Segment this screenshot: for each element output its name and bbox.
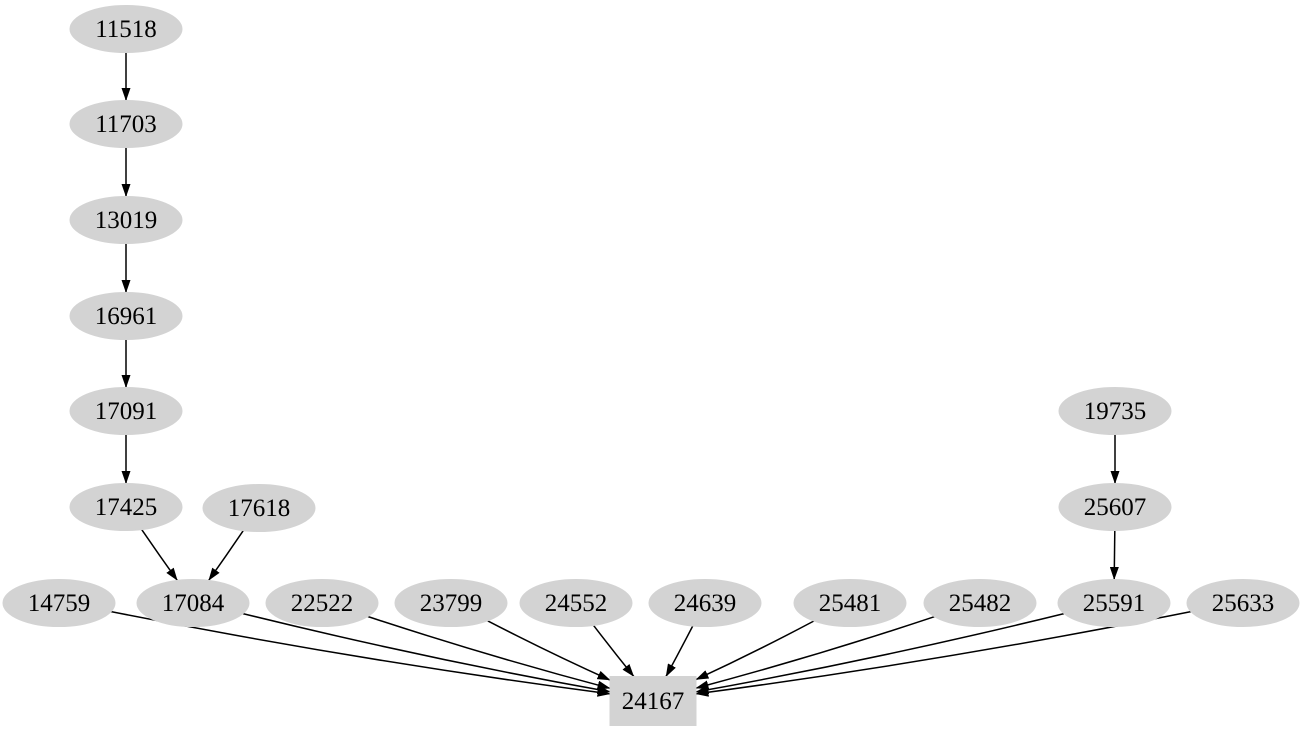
ellipse-node-shape <box>1186 579 1300 627</box>
node-label: 17091 <box>95 398 158 425</box>
node-label: 25633 <box>1212 590 1275 617</box>
node-label: 24639 <box>674 590 737 617</box>
ellipse-node-shape <box>69 387 183 435</box>
graph-edge-25591-24167 <box>695 612 1065 695</box>
ellipse-node-shape <box>793 579 907 627</box>
ellipse-node-shape <box>519 579 633 627</box>
graph-edge-23799-24167 <box>487 620 611 681</box>
graph-node-24552: 24552 <box>519 579 633 627</box>
graph-node-25633: 25633 <box>1186 579 1300 627</box>
graph-node-22522: 22522 <box>265 579 379 627</box>
node-label: 17618 <box>228 495 291 522</box>
graph-node-14759: 14759 <box>2 579 116 627</box>
ellipse-node-shape <box>69 196 183 244</box>
ellipse-node-shape <box>923 579 1037 627</box>
node-label: 13019 <box>95 207 158 234</box>
graph-node-25481: 25481 <box>793 579 907 627</box>
graph-edge-17618-17084 <box>208 530 244 581</box>
graph-node-25607: 25607 <box>1058 483 1172 531</box>
nodes-layer: 11518 11703 13019 16961 17091 17425 17618 19735… <box>2 5 1300 726</box>
ellipse-node-shape <box>69 483 183 531</box>
graph-node-17618: 17618 <box>202 484 316 532</box>
graph-node-11518: 11518 <box>69 5 183 53</box>
ellipse-node-shape <box>136 579 250 627</box>
node-label: 14759 <box>28 590 91 617</box>
graph-node-24167: 24167 <box>609 676 697 726</box>
ellipse-node-shape <box>394 579 508 627</box>
node-label: 23799 <box>420 590 483 617</box>
graph-edge-24639-24167 <box>665 625 694 677</box>
graph-node-24639: 24639 <box>648 579 762 627</box>
ellipse-node-shape <box>69 5 183 53</box>
node-label: 25481 <box>819 590 882 617</box>
ellipse-node-shape <box>202 484 316 532</box>
node-label: 25482 <box>949 590 1012 617</box>
box-node-shape <box>609 676 697 726</box>
ellipse-node-shape <box>1058 387 1172 435</box>
graph-node-19735: 19735 <box>1058 387 1172 435</box>
graph-edge-24552-24167 <box>592 624 635 677</box>
ellipse-node-shape <box>265 579 379 627</box>
ellipse-node-shape <box>648 579 762 627</box>
graph-edge-22522-24167 <box>367 615 611 690</box>
ellipse-node-shape <box>69 100 183 148</box>
graph-edge-25607-25591 <box>1109 530 1119 580</box>
graph-node-13019: 13019 <box>69 196 183 244</box>
graph-node-17084: 17084 <box>136 579 250 627</box>
graph-node-17425: 17425 <box>69 483 183 531</box>
node-label: 17425 <box>95 494 158 521</box>
ellipse-node-shape <box>1057 579 1171 627</box>
ellipse-node-shape <box>1058 483 1172 531</box>
graph-node-11703: 11703 <box>69 100 183 148</box>
graph-edge-17084-24167 <box>242 612 611 695</box>
ellipse-node-shape <box>2 579 116 627</box>
graph-node-23799: 23799 <box>394 579 508 627</box>
node-label: 16961 <box>95 303 158 330</box>
graph-node-25482: 25482 <box>923 579 1037 627</box>
node-label: 17084 <box>162 590 225 617</box>
graph-edge-25482-24167 <box>695 615 935 690</box>
node-label: 11703 <box>95 111 157 138</box>
ellipse-node-shape <box>69 292 183 340</box>
graph-node-17091: 17091 <box>69 387 183 435</box>
graph-node-25591: 25591 <box>1057 579 1171 627</box>
node-label: 19735 <box>1084 398 1147 425</box>
node-label: 25591 <box>1083 590 1146 617</box>
graph-edge-17425-17084 <box>141 529 178 581</box>
node-label: 22522 <box>291 590 354 617</box>
node-label: 24552 <box>545 590 608 617</box>
node-label: 24167 <box>622 688 685 715</box>
node-label: 25607 <box>1084 494 1147 521</box>
graph-node-16961: 16961 <box>69 292 183 340</box>
node-label: 11518 <box>95 16 157 43</box>
graph-edge-25481-24167 <box>695 620 815 681</box>
